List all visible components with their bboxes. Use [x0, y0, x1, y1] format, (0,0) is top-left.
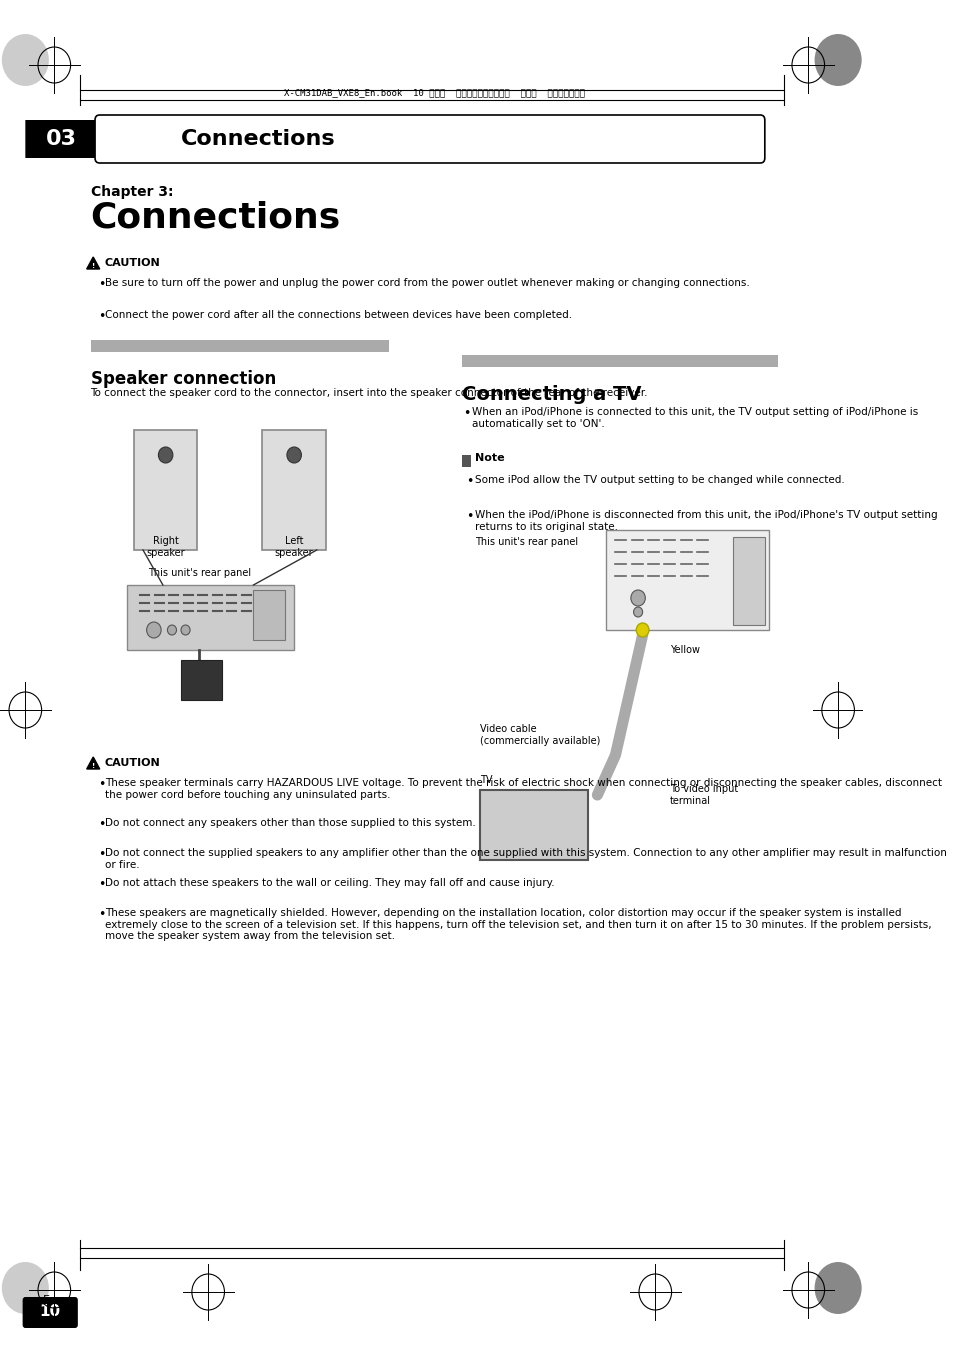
Bar: [91, 340, 389, 352]
Polygon shape: [87, 758, 100, 768]
Circle shape: [2, 1262, 49, 1314]
Text: Do not attach these speakers to the wall or ceiling. They may fall off and cause: Do not attach these speakers to the wall…: [105, 878, 554, 888]
Text: This unit's rear panel: This unit's rear panel: [148, 568, 251, 578]
Text: Note: Note: [475, 453, 504, 462]
Text: •: •: [97, 310, 105, 324]
Circle shape: [181, 625, 190, 635]
Text: •: •: [97, 878, 105, 891]
Circle shape: [630, 590, 644, 607]
FancyBboxPatch shape: [26, 120, 97, 158]
Text: •: •: [463, 407, 470, 421]
Text: !: !: [91, 763, 94, 768]
Text: •: •: [466, 474, 473, 488]
Text: To connect the speaker cord to the connector, insert into the speaker connector : To connect the speaker cord to the conne…: [91, 388, 647, 398]
Circle shape: [147, 621, 161, 638]
Text: Speaker connection: Speaker connection: [91, 369, 275, 388]
Text: •: •: [466, 510, 473, 523]
Text: Do not connect any speakers other than those supplied to this system.: Do not connect any speakers other than t…: [105, 818, 476, 828]
Text: •: •: [97, 848, 105, 861]
Bar: [461, 456, 470, 466]
Text: 03: 03: [46, 129, 77, 150]
Bar: [479, 790, 588, 860]
Text: When an iPod/iPhone is connected to this unit, the TV output setting of iPod/iPh: When an iPod/iPhone is connected to this…: [472, 407, 918, 429]
Text: Be sure to turn off the power and unplug the power cord from the power outlet wh: Be sure to turn off the power and unplug…: [105, 278, 749, 288]
Bar: [181, 661, 221, 700]
Text: •: •: [97, 778, 105, 791]
Bar: [461, 355, 778, 367]
Circle shape: [814, 34, 861, 86]
Text: TV: TV: [479, 775, 492, 785]
Text: 10: 10: [39, 1305, 60, 1320]
Circle shape: [636, 623, 648, 638]
Bar: [732, 537, 764, 625]
Text: These speakers are magnetically shielded. However, depending on the installation: These speakers are magnetically shielded…: [105, 909, 931, 941]
Text: Some iPod allow the TV output setting to be changed while connected.: Some iPod allow the TV output setting to…: [475, 474, 844, 485]
Circle shape: [814, 1262, 861, 1314]
Text: These speaker terminals carry HAZARDOUS LIVE voltage. To prevent the risk of ele: These speaker terminals carry HAZARDOUS …: [105, 778, 941, 799]
Circle shape: [633, 607, 642, 617]
Text: Connect the power cord after all the connections between devices have been compl: Connect the power cord after all the con…: [105, 310, 572, 319]
Text: Connections: Connections: [181, 129, 335, 150]
Text: Do not connect the supplied speakers to any amplifier other than the one supplie: Do not connect the supplied speakers to …: [105, 848, 946, 869]
Text: When the iPod/iPhone is disconnected from this unit, the iPod/iPhone's TV output: When the iPod/iPhone is disconnected fro…: [475, 510, 937, 531]
Text: Yellow: Yellow: [669, 644, 700, 655]
Text: This unit's rear panel: This unit's rear panel: [475, 537, 578, 547]
Text: Chapter 3:: Chapter 3:: [91, 185, 172, 200]
Circle shape: [168, 625, 176, 635]
Text: !: !: [91, 263, 94, 270]
Text: X-CM31DAB_VXE8_En.book  10 ページ  ２０１２年６月２９日  金曜日  午前９時３５分: X-CM31DAB_VXE8_En.book 10 ページ ２０１２年６月２９日…: [284, 89, 584, 97]
Text: To video input
terminal: To video input terminal: [669, 785, 738, 806]
Text: •: •: [97, 278, 105, 291]
Bar: [606, 530, 768, 630]
Text: Connecting a TV: Connecting a TV: [461, 386, 640, 404]
Text: Connections: Connections: [91, 200, 340, 235]
Text: Video cable
(commercially available): Video cable (commercially available): [479, 724, 599, 745]
FancyBboxPatch shape: [95, 115, 764, 163]
Bar: [262, 430, 326, 550]
Text: CAUTION: CAUTION: [104, 758, 160, 768]
Bar: [127, 585, 294, 650]
Circle shape: [287, 448, 301, 462]
Text: •: •: [97, 909, 105, 921]
Text: Left
speaker: Left speaker: [274, 537, 314, 558]
Circle shape: [158, 448, 172, 462]
Bar: [253, 590, 285, 640]
Circle shape: [2, 34, 49, 86]
Text: CAUTION: CAUTION: [104, 257, 160, 268]
Bar: [133, 430, 197, 550]
Polygon shape: [87, 257, 100, 270]
Text: •: •: [97, 818, 105, 830]
FancyBboxPatch shape: [23, 1297, 78, 1328]
Text: En: En: [43, 1295, 57, 1305]
Text: Right
speaker: Right speaker: [146, 537, 185, 558]
